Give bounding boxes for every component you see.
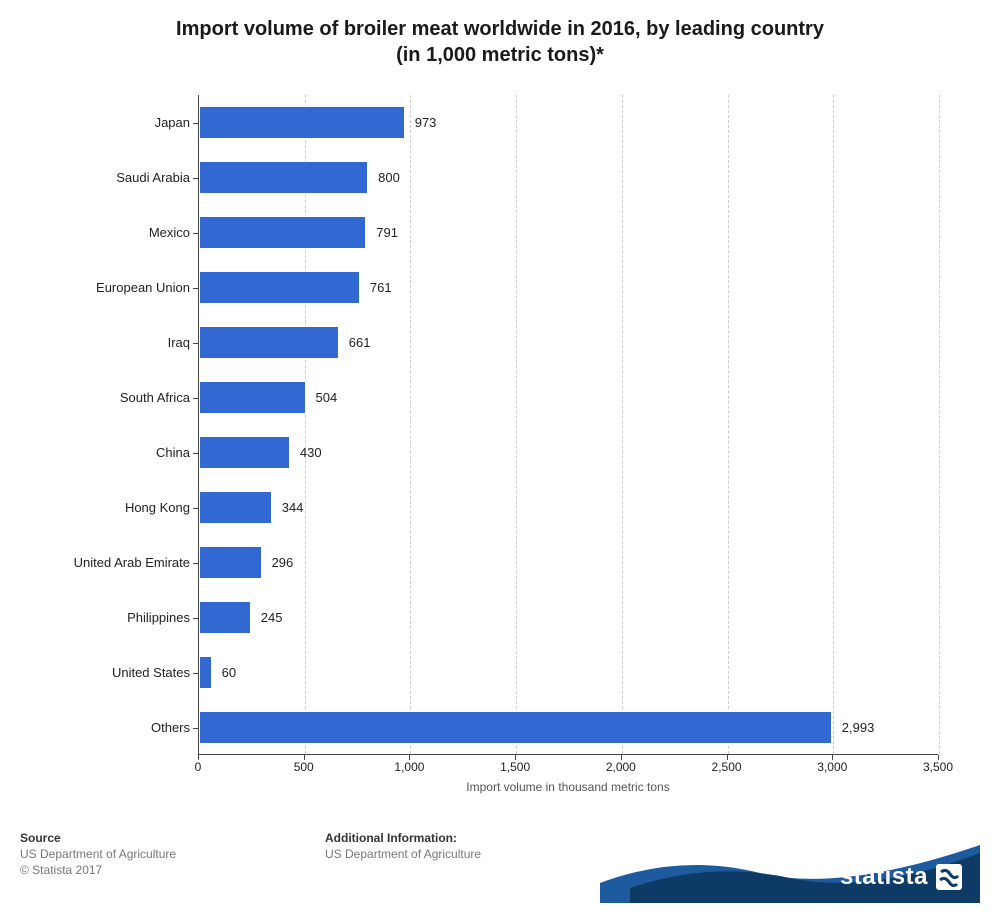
y-tick-mark bbox=[193, 453, 198, 454]
y-tick-mark bbox=[193, 563, 198, 564]
bar bbox=[199, 546, 262, 579]
chart-container: Import volume of broiler meat worldwide … bbox=[0, 0, 1000, 915]
y-tick-mark bbox=[193, 618, 198, 619]
bar bbox=[199, 216, 366, 249]
logo-text: statista bbox=[840, 863, 928, 891]
bar-value-label: 761 bbox=[364, 271, 392, 304]
bar bbox=[199, 381, 306, 414]
x-axis-label: Import volume in thousand metric tons bbox=[198, 780, 938, 794]
bar bbox=[199, 106, 405, 139]
category-label: United States bbox=[50, 645, 190, 700]
x-tick-label: 1,000 bbox=[379, 760, 439, 774]
category-label: Hong Kong bbox=[50, 480, 190, 535]
chart-footer: Source US Department of Agriculture © St… bbox=[20, 823, 980, 903]
gridline bbox=[939, 95, 940, 754]
statista-logo-icon bbox=[936, 864, 962, 890]
x-tick-label: 3,500 bbox=[908, 760, 968, 774]
bar bbox=[199, 271, 360, 304]
category-label: Japan bbox=[50, 95, 190, 150]
bar bbox=[199, 656, 212, 689]
additional-info-block: Additional Information: US Department of… bbox=[325, 831, 481, 861]
plot-area: 973 800 791 761 661504 430 344 296 245 60 2,993 bbox=[198, 95, 938, 755]
bar-value-label: 791 bbox=[370, 216, 398, 249]
y-tick-mark bbox=[193, 123, 198, 124]
y-tick-mark bbox=[193, 508, 198, 509]
gridline bbox=[516, 95, 517, 754]
bar bbox=[199, 326, 339, 359]
chart-area: 973 800 791 761 661504 430 344 296 245 60 2,993 Im… bbox=[50, 95, 970, 800]
category-label: South Africa bbox=[50, 370, 190, 425]
y-tick-mark bbox=[193, 343, 198, 344]
bar-value-label: 973 bbox=[409, 106, 437, 139]
bar-value-label: 245 bbox=[255, 601, 283, 634]
gridline bbox=[622, 95, 623, 754]
bar-value-label: 661 bbox=[343, 326, 371, 359]
category-label: European Union bbox=[50, 260, 190, 315]
y-tick-mark bbox=[193, 673, 198, 674]
source-title: Source bbox=[20, 831, 176, 845]
category-label: Others bbox=[50, 700, 190, 755]
source-text: US Department of Agriculture bbox=[20, 847, 176, 861]
x-tick-label: 3,000 bbox=[802, 760, 862, 774]
x-tick-label: 2,500 bbox=[697, 760, 757, 774]
category-label: Saudi Arabia bbox=[50, 150, 190, 205]
category-label: United Arab Emirate bbox=[50, 535, 190, 590]
y-tick-mark bbox=[193, 728, 198, 729]
bar-value-label: 504 bbox=[310, 381, 338, 414]
gridline bbox=[728, 95, 729, 754]
y-tick-mark bbox=[193, 288, 198, 289]
x-tick-label: 500 bbox=[274, 760, 334, 774]
category-label: Mexico bbox=[50, 205, 190, 260]
bar-value-label: 296 bbox=[266, 546, 294, 579]
title-line1: Import volume of broiler meat worldwide … bbox=[176, 18, 824, 40]
bar bbox=[199, 601, 251, 634]
bar-value-label: 60 bbox=[216, 656, 236, 689]
statista-logo-wave: statista bbox=[600, 833, 980, 903]
gridline bbox=[833, 95, 834, 754]
category-label: Iraq bbox=[50, 315, 190, 370]
y-tick-mark bbox=[193, 233, 198, 234]
bar-value-label: 430 bbox=[294, 436, 322, 469]
x-tick-label: 1,500 bbox=[485, 760, 545, 774]
x-tick-label: 2,000 bbox=[591, 760, 651, 774]
bar bbox=[199, 491, 272, 524]
y-tick-mark bbox=[193, 178, 198, 179]
bar bbox=[199, 711, 832, 744]
copyright-text: © Statista 2017 bbox=[20, 863, 176, 877]
bar-value-label: 800 bbox=[372, 161, 400, 194]
statista-logo: statista bbox=[840, 863, 962, 891]
bar-value-label: 2,993 bbox=[836, 711, 875, 744]
chart-title: Import volume of broiler meat worldwide … bbox=[0, 0, 1000, 68]
bar-value-label: 344 bbox=[276, 491, 304, 524]
additional-info-title: Additional Information: bbox=[325, 831, 481, 845]
x-tick-label: 0 bbox=[168, 760, 228, 774]
bar bbox=[199, 161, 368, 194]
title-line2: (in 1,000 metric tons)* bbox=[396, 44, 604, 66]
y-tick-mark bbox=[193, 398, 198, 399]
category-label: China bbox=[50, 425, 190, 480]
gridline bbox=[410, 95, 411, 754]
category-label: Philippines bbox=[50, 590, 190, 645]
bar bbox=[199, 436, 290, 469]
additional-info-text: US Department of Agriculture bbox=[325, 847, 481, 861]
source-block: Source US Department of Agriculture © St… bbox=[20, 831, 176, 877]
